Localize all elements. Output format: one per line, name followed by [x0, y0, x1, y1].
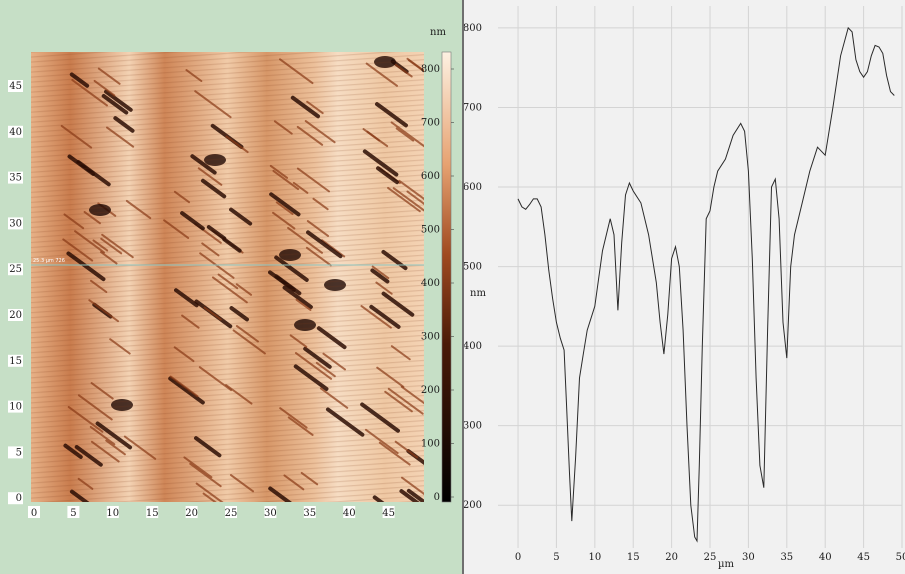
x-tick-label: 30: [742, 552, 755, 563]
x-tick-label: 0: [515, 552, 521, 563]
image-x-tick-box: [264, 506, 277, 518]
image-y-tick-label: 45: [9, 81, 22, 92]
colorbar-tick-label: 400: [421, 278, 440, 289]
afm-height-map: [31, 52, 424, 502]
image-y-tick-box: [8, 446, 23, 459]
y-tick-label: 200: [464, 500, 482, 511]
image-x-tick-box: [28, 506, 40, 518]
image-y-tick-label: 35: [9, 173, 22, 184]
x-axis-label: µm: [718, 559, 734, 570]
y-tick-label: 600: [464, 182, 482, 193]
afm-image-figure: 25.3 µm 726 0 5 10 15 20 25 30 35 40 45 45 40 35 30 2…: [8, 27, 454, 519]
image-x-tick-label: 5: [70, 508, 76, 519]
image-x-tick-label: 0: [31, 508, 37, 519]
image-y-tick-label: 0: [16, 493, 22, 504]
image-x-tick-label: 20: [185, 508, 198, 519]
x-tick-label: 50: [896, 552, 905, 563]
panel-divider: [462, 0, 464, 574]
colorbar-tick-label: 300: [421, 332, 440, 343]
profile-line-series: [517, 26, 895, 543]
image-y-tick-box: [8, 171, 23, 184]
x-axis-ticks: 0 5 10 15 20 25 30 35 40 45 50: [515, 552, 905, 563]
image-x-axis: 0 5 10 15 20 25 30 35 40 45: [28, 506, 395, 519]
y-tick-label: 700: [464, 102, 482, 113]
colorbar: [441, 51, 452, 503]
colorbar-tick-label: 800: [421, 64, 440, 75]
image-y-tick-label: 5: [16, 447, 22, 458]
y-tick-label: 500: [464, 262, 482, 273]
colorbar-ticks: 800 700 600 500 400 300 200 100 0: [421, 64, 454, 503]
image-x-tick-box: [185, 506, 198, 518]
x-tick-label: 40: [819, 552, 832, 563]
image-y-tick-box: [8, 309, 23, 321]
image-x-tick-label: 30: [264, 508, 277, 519]
image-y-tick-box: [8, 217, 23, 230]
profile-chart: 200 300 400 500 600 700 800 0 5 10 15 20 25 30 35 40 45…: [464, 6, 905, 570]
image-y-tick-box: [8, 80, 23, 92]
y-axis-label: nm: [470, 288, 486, 299]
colorbar-tick-label: 100: [421, 439, 440, 450]
image-y-tick-label: 25: [9, 264, 22, 275]
y-tick-label: 800: [464, 23, 482, 34]
image-y-tick-label: 30: [9, 218, 22, 229]
x-tick-label: 45: [857, 552, 870, 563]
x-tick-label: 5: [553, 552, 559, 563]
image-y-tick-box: [8, 492, 23, 505]
y-tick-label: 300: [464, 421, 482, 432]
x-tick-label: 15: [627, 552, 640, 563]
image-x-tick-label: 15: [146, 508, 159, 519]
colorbar-tick-label: 700: [421, 118, 440, 129]
image-y-tick-label: 20: [9, 310, 22, 321]
colorbar-unit: nm: [430, 27, 446, 38]
chart-grid: [498, 6, 903, 548]
image-x-tick-box: [303, 506, 316, 518]
x-tick-label: 25: [704, 552, 717, 563]
image-x-tick-box: [382, 506, 395, 518]
image-x-tick-label: 40: [343, 508, 356, 519]
y-axis-ticks: 200 300 400 500 600 700 800: [464, 23, 482, 511]
colorbar-tick-label: 0: [434, 492, 440, 503]
image-y-axis: 45 40 35 30 25 20 15 10 5 0: [8, 80, 23, 505]
colorbar-tick-label: 500: [421, 225, 440, 236]
image-x-tick-box: [343, 506, 356, 518]
image-x-tick-label: 45: [382, 508, 395, 519]
afm-image-panel: 25.3 µm 726 0 5 10 15 20 25 30 35 40 45 45 40 35 30 2…: [0, 0, 462, 574]
cursor-label: 25.3 µm 726: [33, 258, 65, 264]
y-tick-label: 400: [464, 341, 482, 352]
image-y-tick-box: [8, 125, 23, 138]
x-tick-label: 20: [665, 552, 678, 563]
image-x-tick-box: [67, 506, 80, 518]
image-y-tick-label: 10: [9, 402, 22, 413]
image-x-tick-box: [225, 506, 237, 518]
image-y-tick-box: [8, 263, 23, 276]
profile-chart-panel: 200 300 400 500 600 700 800 0 5 10 15 20 25 30 35 40 45…: [464, 0, 905, 574]
image-x-tick-box: [146, 506, 159, 518]
image-y-tick-box: [8, 354, 23, 367]
image-y-tick-label: 15: [9, 356, 22, 367]
image-y-tick-label: 40: [9, 127, 22, 138]
image-x-tick-label: 25: [225, 508, 238, 519]
image-y-tick-box: [8, 400, 23, 413]
image-x-tick-label: 35: [303, 508, 316, 519]
image-x-tick-label: 10: [106, 508, 119, 519]
colorbar-tick-label: 600: [421, 171, 440, 182]
x-tick-label: 35: [780, 552, 793, 563]
colorbar-tick-label: 200: [421, 385, 440, 396]
x-tick-label: 10: [588, 552, 601, 563]
image-x-tick-box: [106, 506, 119, 518]
